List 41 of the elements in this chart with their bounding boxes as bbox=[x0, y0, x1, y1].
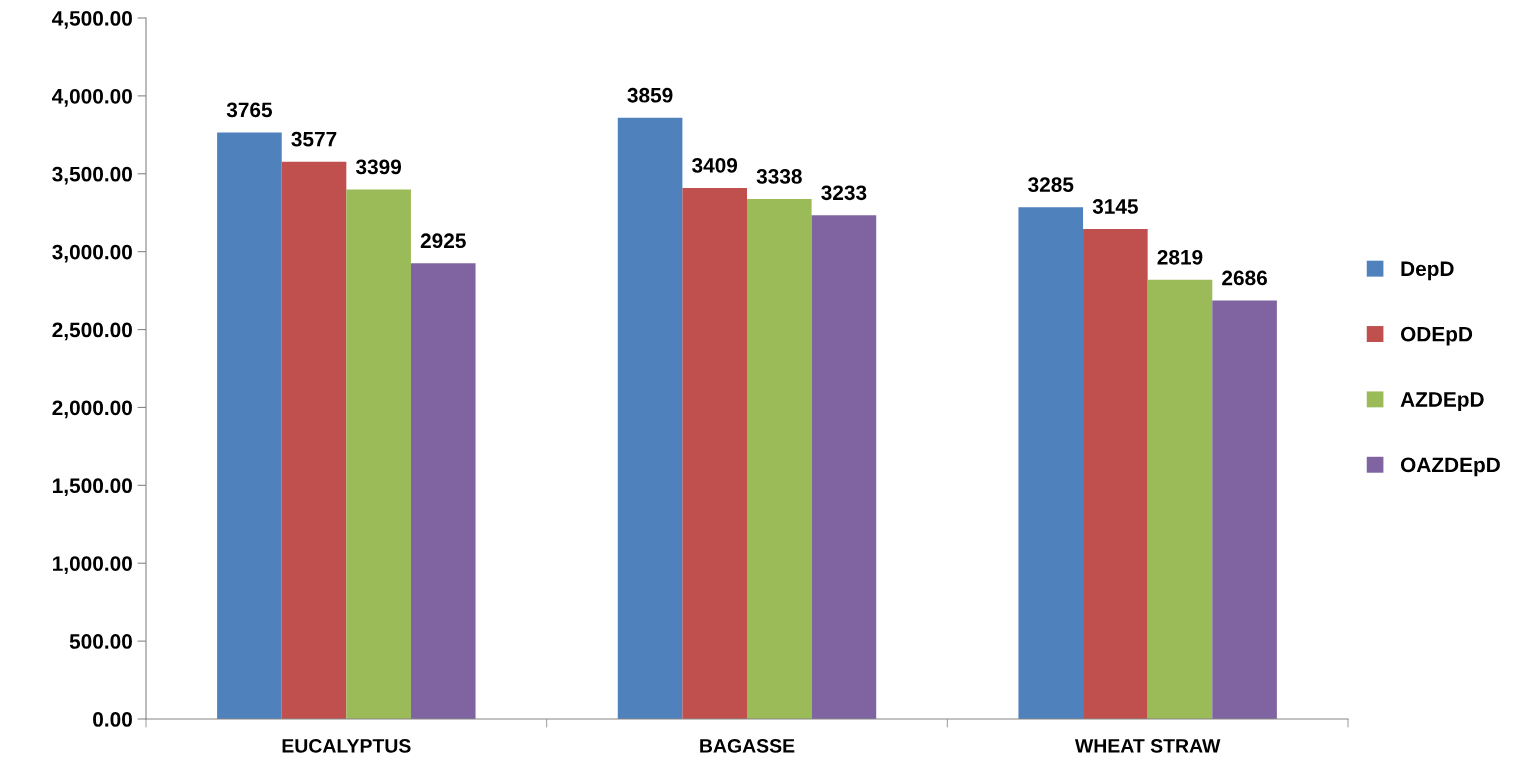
legend-label: DepD bbox=[1401, 261, 1454, 281]
bar bbox=[346, 189, 411, 719]
bar bbox=[1147, 279, 1213, 719]
bar bbox=[281, 161, 347, 719]
bar bbox=[410, 263, 476, 719]
y-tick-label: 1,500.00 bbox=[53, 478, 132, 497]
data-label: 2686 bbox=[1222, 270, 1267, 286]
bar bbox=[1083, 229, 1148, 719]
y-tick-label: 4,500.00 bbox=[52, 11, 132, 29]
data-label: 2925 bbox=[420, 233, 466, 249]
data-label: 3145 bbox=[1092, 199, 1138, 214]
data-label: 3859 bbox=[627, 87, 673, 103]
data-label: 3577 bbox=[291, 131, 337, 147]
data-label: 3765 bbox=[226, 102, 273, 118]
data-label: 3233 bbox=[821, 185, 867, 201]
bar bbox=[617, 117, 683, 719]
bar bbox=[1212, 300, 1277, 719]
bar bbox=[811, 215, 877, 719]
data-label: 3409 bbox=[692, 157, 738, 173]
bar bbox=[1018, 207, 1084, 719]
data-label: 2819 bbox=[1157, 249, 1203, 265]
y-tick-label: 3,500.00 bbox=[52, 166, 132, 185]
x-tick-label: EUCALYPTUS bbox=[282, 738, 411, 753]
y-tick-label: 3,000.00 bbox=[52, 244, 132, 263]
data-label: 3399 bbox=[355, 159, 402, 175]
y-tick-label: 2,000.00 bbox=[52, 400, 132, 419]
y-tick-label: 4,000.00 bbox=[52, 88, 132, 107]
y-tick-label: 1,000.00 bbox=[53, 556, 132, 574]
bar bbox=[682, 187, 747, 719]
x-tick-label: WHEAT STRAW bbox=[1074, 738, 1221, 753]
bar bbox=[747, 199, 812, 719]
x-tick-label: BAGASSE bbox=[700, 738, 795, 753]
y-tick-label: 0.00 bbox=[93, 712, 132, 727]
legend-label: OAZDEpD bbox=[1400, 457, 1500, 477]
legend-label: ODEpD bbox=[1400, 326, 1473, 346]
legend-label: AZDEpD bbox=[1400, 392, 1484, 411]
bar bbox=[217, 132, 282, 719]
y-tick-label: 500.00 bbox=[69, 634, 132, 649]
y-tick-label: 2,500.00 bbox=[52, 322, 132, 341]
data-label: 3338 bbox=[756, 169, 802, 184]
data-label: 3285 bbox=[1028, 177, 1074, 193]
